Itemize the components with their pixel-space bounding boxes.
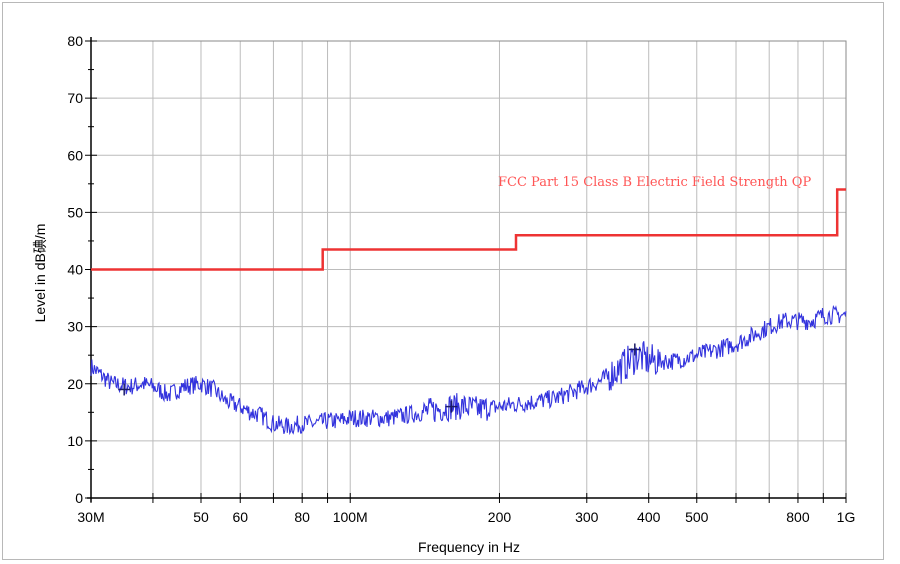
x-axis-title: Frequency in Hz bbox=[418, 539, 520, 555]
x-tick-label: 400 bbox=[637, 509, 661, 525]
y-tick-label: 60 bbox=[67, 147, 83, 163]
measurement-trace bbox=[90, 305, 847, 436]
x-axis-ticks: 30M 50 60 80 100M 200 300 400 500 800 1G bbox=[77, 493, 855, 525]
y-axis-title: Level in dB碘/m bbox=[32, 224, 48, 323]
limit-line-label: FCC Part 15 Class B Electric Field Stren… bbox=[498, 175, 811, 190]
y-tick-label: 0 bbox=[75, 490, 83, 506]
limit-line bbox=[91, 188, 846, 271]
y-tick-label: 50 bbox=[67, 204, 83, 220]
y-tick-label: 40 bbox=[67, 262, 83, 278]
peak-marker bbox=[628, 343, 641, 356]
y-tick-label: 10 bbox=[67, 433, 83, 449]
x-tick-label: 50 bbox=[193, 509, 209, 525]
x-tick-label: 800 bbox=[786, 509, 810, 525]
y-tick-label: 20 bbox=[67, 376, 83, 392]
y-tick-label: 70 bbox=[67, 90, 83, 106]
x-tick-label: 300 bbox=[575, 509, 599, 525]
x-tick-label: 30M bbox=[77, 509, 104, 525]
x-tick-label: 80 bbox=[294, 509, 310, 525]
y-tick-label: 80 bbox=[67, 33, 83, 49]
x-tick-label: 100M bbox=[333, 509, 368, 525]
peak-marker bbox=[118, 383, 131, 396]
x-tick-label: 500 bbox=[685, 509, 709, 525]
y-tick-label: 30 bbox=[67, 319, 83, 335]
emission-chart: 0 10 20 30 40 50 60 70 80 30M 50 60 80 100M 200 300 400… bbox=[32, 33, 855, 555]
x-tick-label: 60 bbox=[232, 509, 248, 525]
marker-layer bbox=[118, 343, 641, 413]
series-layer bbox=[90, 188, 847, 436]
x-tick-label: 1G bbox=[837, 509, 856, 525]
x-tick-label: 200 bbox=[488, 509, 512, 525]
peak-marker bbox=[445, 400, 458, 413]
chart-frame: 0 10 20 30 40 50 60 70 80 30M 50 60 80 100M 200 300 400… bbox=[2, 2, 884, 560]
